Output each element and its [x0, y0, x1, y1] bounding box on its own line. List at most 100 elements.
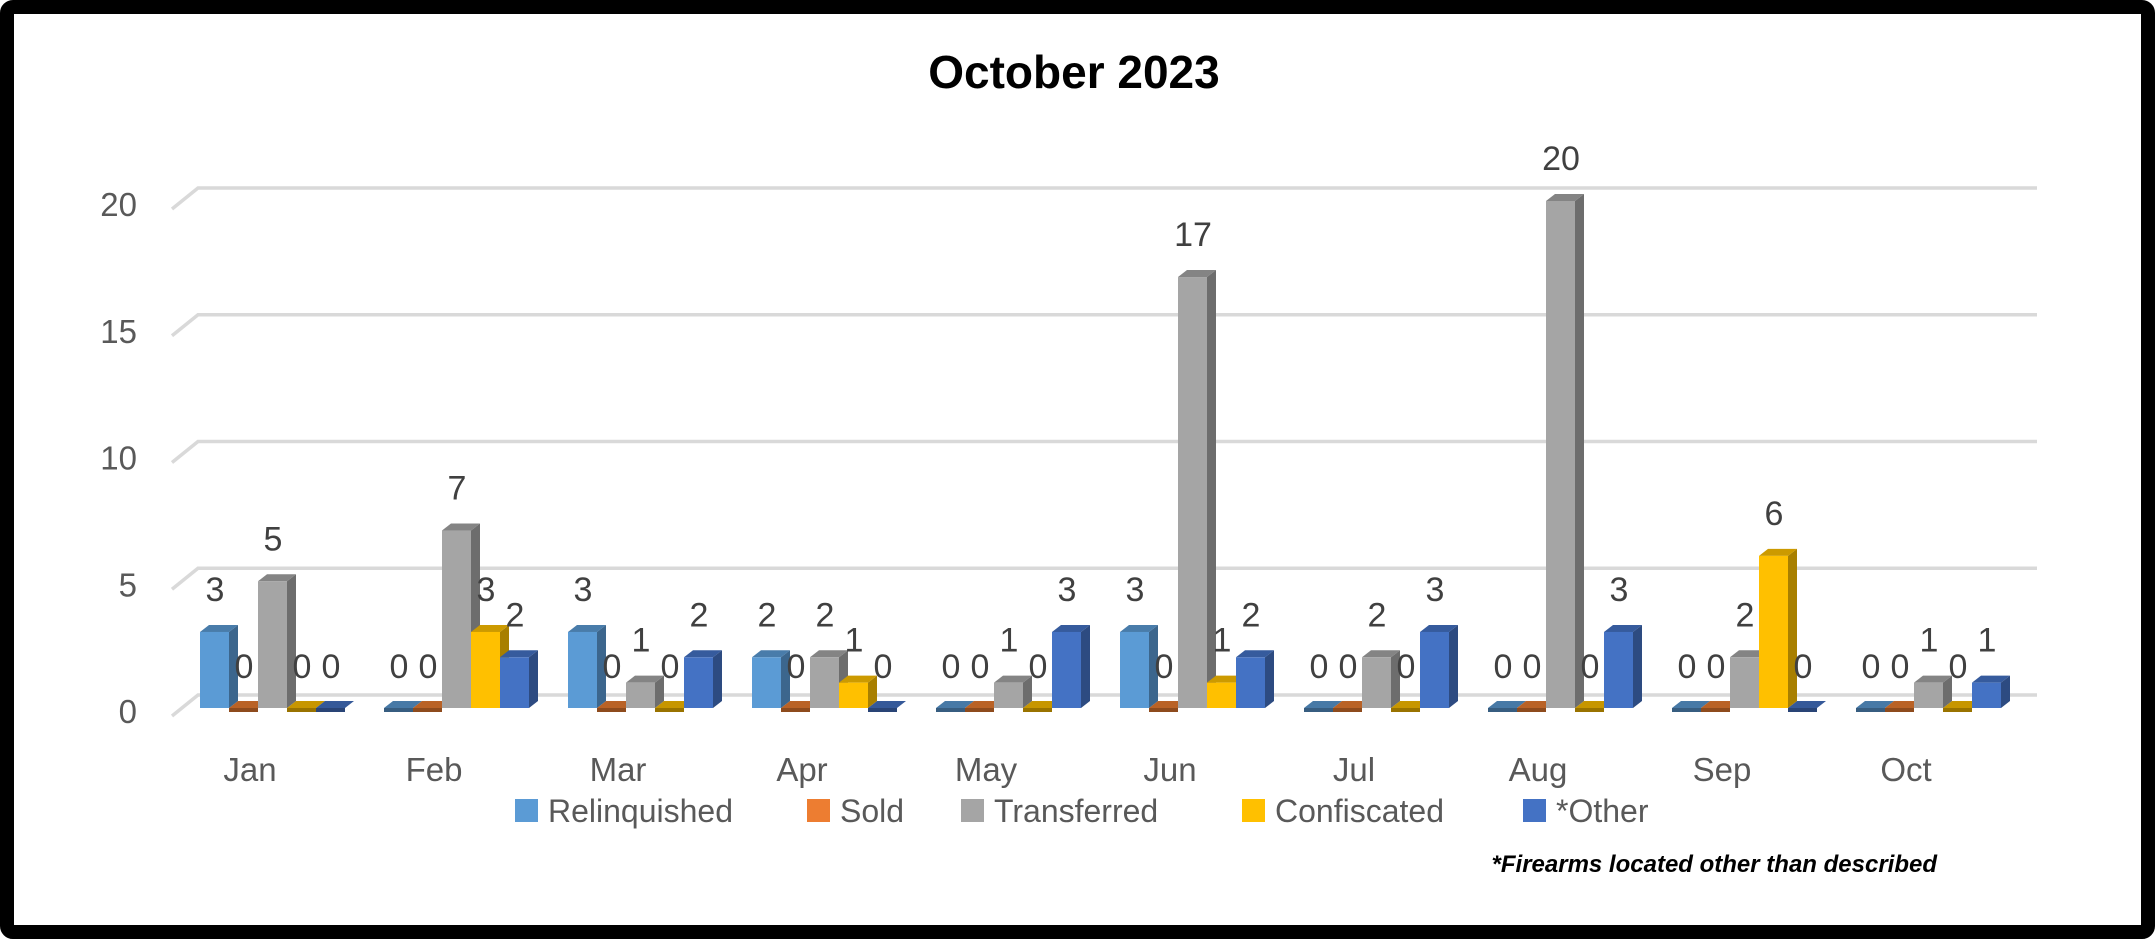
data-label-Transferred-Oct: 1: [1920, 622, 1939, 660]
data-label-Sold-Aug: 0: [1523, 648, 1542, 686]
bar-*Other-Mar: [684, 657, 713, 708]
bar-side-Relinquished-Mar: [597, 624, 606, 708]
data-label-Confiscated-Mar: 0: [661, 648, 680, 686]
data-label-Transferred-Feb: 7: [448, 470, 467, 508]
data-label-Confiscated-Jan: 0: [293, 648, 312, 686]
zero-strip-edge-Sold-Sep: [1701, 708, 1730, 712]
bar-top-*Other-Oct: [1972, 675, 2010, 683]
zero-strip-edge-Sold-Feb: [413, 708, 442, 712]
data-label-*Other-Mar: 2: [690, 596, 709, 634]
gridline-15: [170, 313, 2037, 338]
bar-*Other-Feb: [500, 657, 529, 708]
bar-Transferred-May: [994, 682, 1023, 708]
zero-strip-edge-Sold-Oct: [1885, 708, 1914, 712]
bar-side-Transferred-Jul: [1391, 650, 1400, 708]
y-tick-label-5: 5: [119, 566, 137, 603]
y-tick-label-0: 0: [119, 693, 137, 730]
zero-strip-Sold-May: [965, 701, 1003, 708]
bar-Transferred-Jun: [1178, 277, 1207, 708]
bar-side-Confiscated-Apr: [868, 675, 877, 708]
data-label-Sold-Sep: 0: [1707, 648, 1726, 686]
bar-top-Transferred-Mar: [626, 675, 664, 683]
zero-strip-Sold-Feb: [413, 701, 451, 708]
bar-top-*Other-Jun: [1236, 650, 1274, 658]
bar-top-Relinquished-Jun: [1120, 624, 1158, 632]
bar-*Other-Jun: [1236, 657, 1265, 708]
bar-top-Transferred-Jun: [1178, 270, 1216, 278]
bar-Confiscated-Sep: [1759, 555, 1788, 708]
bar-top-Transferred-Apr: [810, 650, 848, 658]
bar-top-*Other-Jul: [1420, 624, 1458, 632]
data-label-Relinquished-Jan: 3: [206, 571, 225, 609]
data-label-Confiscated-Oct: 0: [1949, 648, 1968, 686]
bar-top-*Other-Feb: [500, 650, 538, 658]
y-tick-label-10: 10: [100, 440, 137, 477]
zero-strip-Relinquished-Oct: [1856, 701, 1894, 708]
zero-strip-Confiscated-Mar: [655, 701, 693, 708]
bars-group: [200, 194, 2010, 712]
data-label-Sold-Apr: 0: [787, 648, 806, 686]
x-axis-label-Jan: Jan: [223, 751, 276, 788]
zero-strip-Sold-Jun: [1149, 701, 1187, 708]
bar-top-Relinquished-Apr: [752, 650, 790, 658]
legend-group: Relinquished Sold Transferred Confiscated *O…: [515, 793, 1649, 829]
zero-strip-*Other-Apr: [868, 701, 906, 708]
legend-label-Confiscated: Confiscated: [1275, 793, 1444, 829]
zero-strip-Relinquished-May: [936, 701, 974, 708]
bar-side-Confiscated-Sep: [1788, 548, 1797, 708]
legend-swatch-Confiscated: [1242, 799, 1265, 822]
bar-Relinquished-Apr: [752, 657, 781, 708]
bar-Confiscated-Jun: [1207, 682, 1236, 708]
zero-strip-edge-Relinquished-Feb: [384, 708, 413, 712]
legend-label-*Other: *Other: [1556, 793, 1649, 829]
data-label-Transferred-Apr: 2: [816, 596, 835, 634]
data-label-Transferred-Sep: 2: [1736, 596, 1755, 634]
bar-side-*Other-Jun: [1265, 650, 1274, 708]
data-label-Transferred-Jan: 5: [264, 520, 283, 558]
zero-strip-Sold-Jan: [229, 701, 267, 708]
chart-title: October 2023: [928, 46, 1219, 98]
data-label-Relinquished-Feb: 0: [390, 648, 409, 686]
zero-strip-edge-Relinquished-Oct: [1856, 708, 1885, 712]
bar-top-Confiscated-Jun: [1207, 675, 1245, 683]
legend-swatch-Sold: [807, 799, 830, 822]
data-label-Relinquished-Sep: 0: [1678, 648, 1697, 686]
data-label-Relinquished-Jun: 3: [1126, 571, 1145, 609]
data-label-Transferred-Jun: 17: [1174, 216, 1212, 254]
bar-top-Confiscated-Apr: [839, 675, 877, 683]
data-label-Relinquished-May: 0: [942, 648, 961, 686]
data-label-Confiscated-May: 0: [1029, 648, 1048, 686]
bar-Transferred-Sep: [1730, 657, 1759, 708]
bar-side-Transferred-Aug: [1575, 194, 1584, 708]
bar-Confiscated-Feb: [471, 631, 500, 708]
bar-top-Transferred-Jan: [258, 574, 296, 582]
x-axis-label-May: May: [955, 751, 1018, 788]
zero-strip-edge-Confiscated-Jul: [1391, 708, 1420, 712]
zero-strip-Relinquished-Feb: [384, 701, 422, 708]
x-axis-label-Mar: Mar: [590, 751, 647, 788]
zero-strip-edge-*Other-Sep: [1788, 708, 1817, 712]
data-label-Confiscated-Apr: 1: [845, 622, 864, 660]
data-label-*Other-Oct: 1: [1978, 622, 1997, 660]
data-label-*Other-May: 3: [1058, 571, 1077, 609]
data-label-Confiscated-Jun: 1: [1213, 622, 1232, 660]
zero-strip-edge-Sold-Mar: [597, 708, 626, 712]
bar-Relinquished-Mar: [568, 631, 597, 708]
data-label-*Other-Apr: 0: [874, 648, 893, 686]
bar-top-Transferred-Sep: [1730, 650, 1768, 658]
bar-Transferred-Jan: [258, 581, 287, 708]
bar-Transferred-Feb: [442, 530, 471, 708]
data-label-*Other-Jan: 0: [322, 648, 341, 686]
x-axis-label-Jun: Jun: [1143, 751, 1196, 788]
month-axis-group: Jan Feb Mar Apr May Jun Jul Aug Sep Oct: [223, 751, 1931, 788]
bar-side-Relinquished-Jun: [1149, 624, 1158, 708]
data-label-Relinquished-Jul: 0: [1310, 648, 1329, 686]
zero-strip-edge-Sold-Jul: [1333, 708, 1362, 712]
bar-side-*Other-Jul: [1449, 624, 1458, 708]
bar-Transferred-Mar: [626, 682, 655, 708]
data-label-*Other-Jun: 2: [1242, 596, 1261, 634]
x-axis-label-Jul: Jul: [1333, 751, 1375, 788]
data-label-*Other-Feb: 2: [506, 596, 525, 634]
zero-strip-edge-*Other-Jan: [316, 708, 345, 712]
